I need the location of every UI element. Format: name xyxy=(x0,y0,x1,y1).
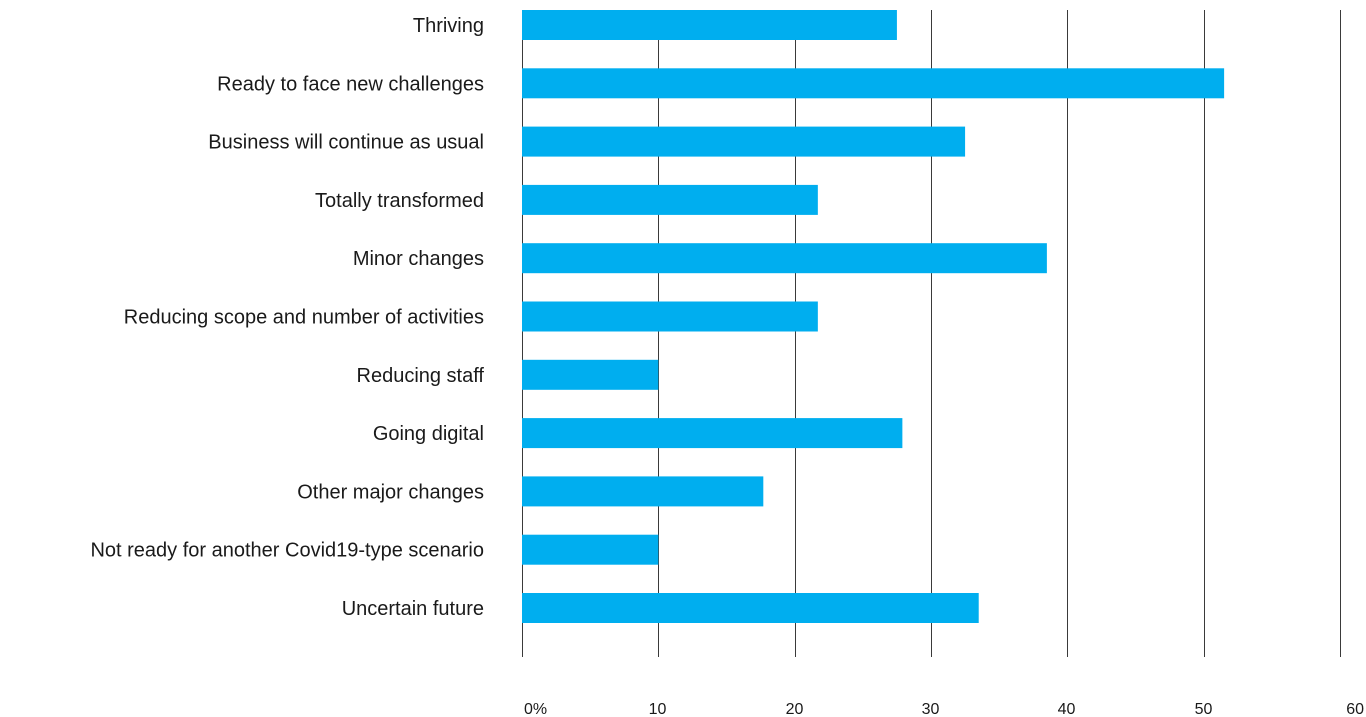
bar xyxy=(522,301,818,332)
category-label: Totally transformed xyxy=(315,190,484,212)
category-label: Minor changes xyxy=(353,248,484,270)
category-label: Business will continue as usual xyxy=(208,132,484,154)
category-label: Uncertain future xyxy=(342,598,484,620)
bar xyxy=(522,243,1047,274)
x-tick-label: 50 xyxy=(1195,701,1213,717)
x-tick-label: 10 xyxy=(649,701,667,717)
x-tick-label: 20 xyxy=(786,701,804,717)
bar xyxy=(522,68,1225,99)
bar xyxy=(522,476,764,507)
x-axis-tick-labels: 0% 10 20 30 40 50 60 xyxy=(524,701,1364,717)
bar xyxy=(522,593,979,623)
category-label: Other major changes xyxy=(297,481,484,503)
category-label: Not ready for another Covid19-type scena… xyxy=(90,540,484,562)
bar xyxy=(522,184,818,215)
category-label: Ready to face new challenges xyxy=(217,73,484,95)
category-label: Going digital xyxy=(373,423,484,445)
category-label: Reducing staff xyxy=(357,365,485,387)
x-tick-label: 0% xyxy=(524,701,547,717)
bar xyxy=(522,126,966,157)
category-label: Thriving xyxy=(413,15,484,37)
grid-lines xyxy=(522,10,1341,657)
bar xyxy=(522,418,903,449)
x-tick-label: 60 xyxy=(1346,701,1364,717)
bar xyxy=(522,10,897,40)
x-tick-label: 40 xyxy=(1058,701,1076,717)
x-tick-label: 30 xyxy=(922,701,940,717)
category-label: Reducing scope and number of activities xyxy=(124,307,484,329)
bar xyxy=(522,534,659,565)
bars xyxy=(522,10,1225,623)
category-labels: Thriving Ready to face new challenges Busi… xyxy=(90,15,484,620)
bar xyxy=(522,359,659,390)
